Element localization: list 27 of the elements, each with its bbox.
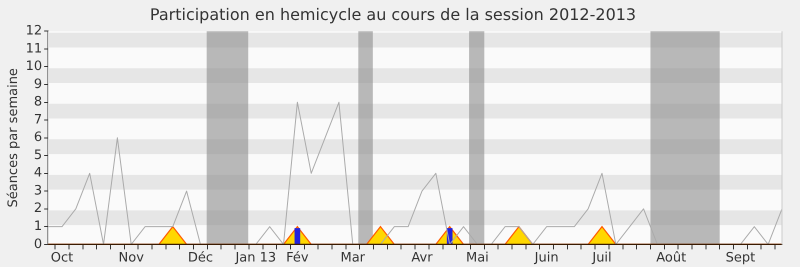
chart-title: Participation en hemicycle au cours de la session 2012-2013 — [150, 4, 636, 24]
y-tick-label: 4 — [34, 166, 42, 181]
y-tick-label: 5 — [34, 148, 42, 163]
x-tick-label: Juin — [534, 250, 559, 266]
x-tick-label: Nov — [118, 250, 144, 266]
x-tick-label: Avr — [411, 250, 434, 266]
y-tick-label: 0 — [34, 236, 42, 252]
x-tick-label: Sept — [726, 250, 756, 266]
y-tick-label: 3 — [34, 183, 42, 198]
x-tick-label: Mar — [340, 250, 366, 266]
y-tick-label: 7 — [34, 112, 42, 128]
y-tick-label: 12 — [26, 24, 42, 39]
y-tick-label: 6 — [34, 130, 42, 146]
y-tick-label: 11 — [26, 41, 42, 56]
y-tick-label: 10 — [26, 59, 42, 74]
x-tick-label: Oct — [50, 250, 74, 266]
x-tick-label: Mai — [466, 250, 489, 266]
y-tick-label: 8 — [34, 94, 42, 110]
x-tick-label: Fév — [286, 250, 309, 266]
x-tick-label: Juil — [591, 250, 612, 266]
y-tick-label: 9 — [34, 76, 42, 92]
x-tick-label: Déc — [188, 250, 214, 266]
y-axis-title: Séances par semaine — [6, 68, 22, 208]
y-tick-label: 2 — [34, 201, 42, 216]
x-tick-label: Août — [656, 250, 686, 266]
y-tick-label: 1 — [34, 219, 42, 234]
x-tick-label: Jan 13 — [234, 250, 276, 266]
